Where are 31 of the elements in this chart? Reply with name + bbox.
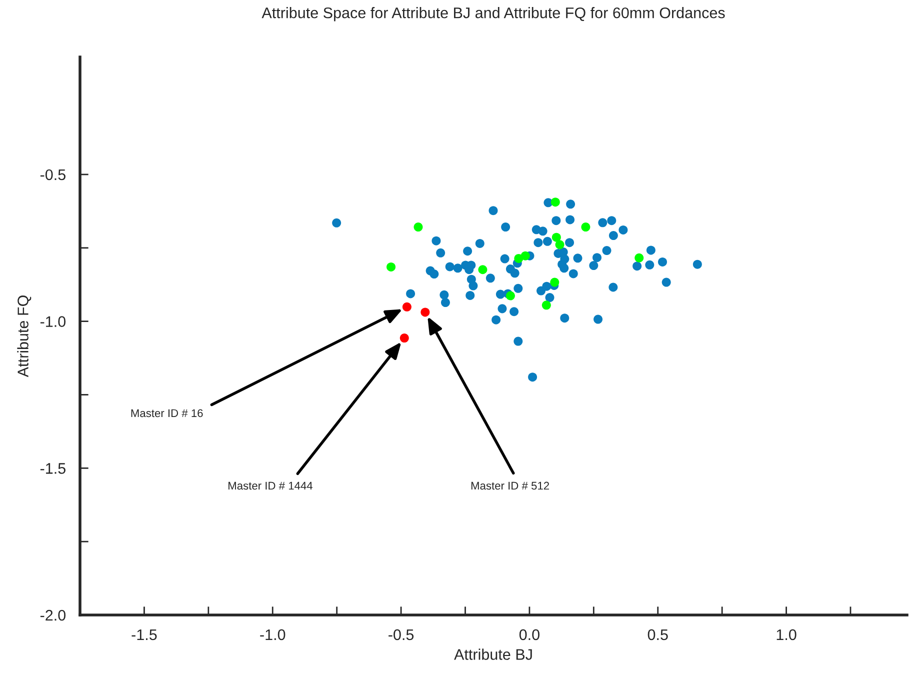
chart-title: Attribute Space for Attribute BJ and Attribute FQ for 60mm Ordances (262, 7, 725, 22)
point (634, 253, 644, 262)
x-tick-label: -1.0 (260, 629, 286, 640)
point (520, 251, 530, 260)
x-tick-label: -0.5 (388, 629, 414, 640)
point (506, 291, 515, 300)
x-tick-label: 1.0 (776, 629, 796, 640)
point (402, 302, 412, 312)
point (550, 278, 560, 287)
annotation: Master ID # 1444 (228, 482, 312, 490)
y-tick-label: -0.5 (40, 169, 66, 180)
point (552, 232, 561, 242)
y-tick-label: -2.0 (40, 610, 66, 621)
point (581, 222, 590, 232)
point (420, 308, 430, 317)
annotation: Master ID # 16 (131, 409, 203, 418)
point (386, 262, 396, 272)
x-tick-label: 0.0 (519, 629, 540, 640)
x-axis-title: Attribute BJ (454, 648, 532, 660)
point (478, 265, 488, 274)
point (550, 198, 560, 207)
point (400, 334, 409, 343)
point (555, 240, 564, 250)
point (414, 222, 423, 232)
point (542, 300, 551, 310)
x-tick-label: -1.5 (132, 629, 157, 640)
y-axis-title: Attribute FQ (17, 296, 32, 378)
y-tick-label: -1.5 (40, 463, 66, 474)
y-tick-label: -1.0 (40, 316, 66, 327)
annotation: Master ID # 512 (471, 482, 550, 490)
x-tick-label: 0.5 (648, 629, 668, 640)
